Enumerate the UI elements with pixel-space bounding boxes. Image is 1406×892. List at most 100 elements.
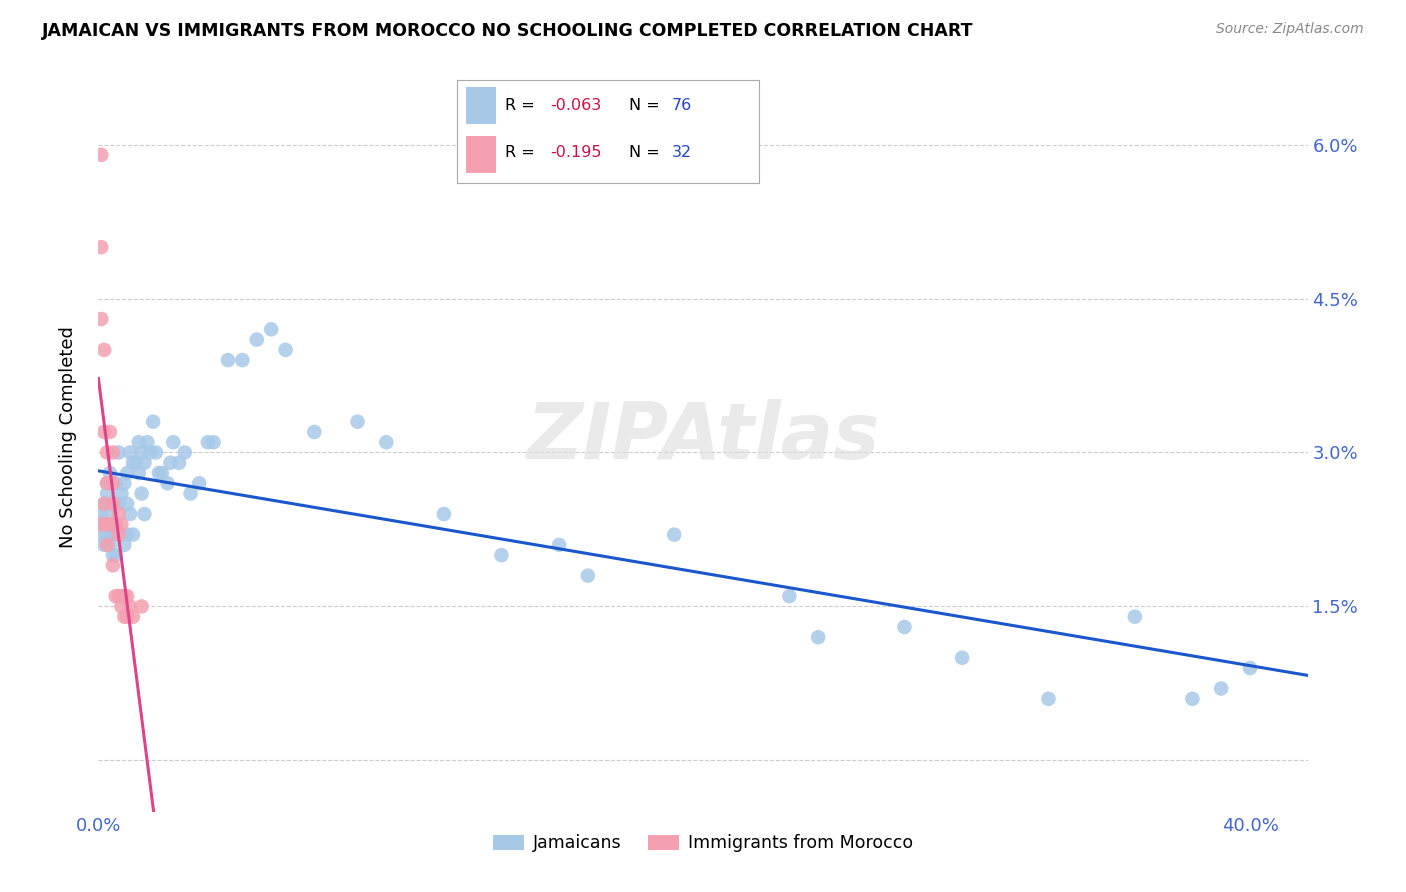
- Point: [98, 517, 121, 532]
- Point: [173, 445, 195, 459]
- Point: [104, 589, 127, 603]
- Point: [90, 507, 112, 521]
- Point: [548, 538, 571, 552]
- Point: [107, 589, 129, 603]
- Point: [101, 497, 124, 511]
- Point: [110, 589, 132, 603]
- Point: [96, 507, 118, 521]
- Point: [98, 466, 121, 480]
- Point: [131, 599, 153, 614]
- Point: [96, 517, 118, 532]
- Point: [112, 589, 135, 603]
- Point: [375, 435, 398, 450]
- Point: [159, 456, 181, 470]
- Text: N =: N =: [630, 145, 665, 160]
- Point: [93, 425, 115, 439]
- Point: [90, 527, 112, 541]
- Point: [150, 466, 173, 480]
- Point: [115, 466, 138, 480]
- Point: [115, 497, 138, 511]
- Point: [304, 425, 326, 439]
- Point: [98, 538, 121, 552]
- Text: JAMAICAN VS IMMIGRANTS FROM MOROCCO NO SCHOOLING COMPLETED CORRELATION CHART: JAMAICAN VS IMMIGRANTS FROM MOROCCO NO S…: [42, 22, 974, 40]
- Point: [98, 425, 121, 439]
- Point: [107, 445, 129, 459]
- Point: [112, 609, 135, 624]
- Point: [104, 517, 127, 532]
- Point: [128, 435, 150, 450]
- Text: Source: ZipAtlas.com: Source: ZipAtlas.com: [1216, 22, 1364, 37]
- Point: [96, 445, 118, 459]
- Point: [98, 517, 121, 532]
- Point: [115, 589, 138, 603]
- Point: [807, 630, 830, 644]
- Point: [101, 527, 124, 541]
- Point: [346, 415, 368, 429]
- Point: [148, 466, 170, 480]
- Point: [134, 456, 156, 470]
- Point: [1038, 691, 1060, 706]
- Point: [101, 497, 124, 511]
- Point: [125, 456, 148, 470]
- Point: [101, 476, 124, 491]
- Point: [180, 486, 202, 500]
- Point: [576, 568, 599, 582]
- Point: [145, 445, 167, 459]
- Point: [112, 538, 135, 552]
- Point: [120, 599, 142, 614]
- Point: [90, 312, 112, 326]
- Point: [231, 353, 253, 368]
- Point: [274, 343, 297, 357]
- Point: [664, 527, 686, 541]
- Point: [491, 548, 513, 562]
- Point: [93, 538, 115, 552]
- Point: [260, 322, 283, 336]
- Point: [96, 527, 118, 541]
- Point: [90, 148, 112, 162]
- Text: ZIPAtlas: ZIPAtlas: [526, 399, 880, 475]
- Point: [107, 497, 129, 511]
- Point: [93, 343, 115, 357]
- Point: [217, 353, 239, 368]
- Point: [120, 507, 142, 521]
- Point: [1181, 691, 1204, 706]
- Point: [96, 486, 118, 500]
- Point: [101, 548, 124, 562]
- Point: [110, 517, 132, 532]
- Point: [96, 476, 118, 491]
- Point: [104, 548, 127, 562]
- Point: [93, 497, 115, 511]
- Point: [110, 527, 132, 541]
- Bar: [465, 87, 496, 124]
- Point: [122, 609, 145, 624]
- Legend: Jamaicans, Immigrants from Morocco: Jamaicans, Immigrants from Morocco: [486, 828, 920, 859]
- Point: [115, 609, 138, 624]
- Point: [1123, 609, 1146, 624]
- Point: [110, 599, 132, 614]
- Point: [93, 517, 115, 532]
- Text: R =: R =: [505, 145, 540, 160]
- Point: [128, 466, 150, 480]
- Point: [202, 435, 225, 450]
- Point: [950, 650, 973, 665]
- Bar: [465, 136, 496, 173]
- Point: [104, 476, 127, 491]
- Point: [139, 445, 162, 459]
- Point: [90, 240, 112, 254]
- Point: [167, 456, 190, 470]
- Point: [246, 333, 269, 347]
- Point: [90, 517, 112, 532]
- Point: [162, 435, 184, 450]
- Point: [101, 445, 124, 459]
- Point: [188, 476, 211, 491]
- Point: [122, 456, 145, 470]
- Point: [120, 445, 142, 459]
- Y-axis label: No Schooling Completed: No Schooling Completed: [59, 326, 77, 548]
- Text: -0.063: -0.063: [551, 98, 602, 113]
- Point: [1239, 661, 1261, 675]
- Point: [142, 415, 165, 429]
- Point: [107, 507, 129, 521]
- Point: [134, 507, 156, 521]
- Point: [893, 620, 915, 634]
- Point: [778, 589, 800, 603]
